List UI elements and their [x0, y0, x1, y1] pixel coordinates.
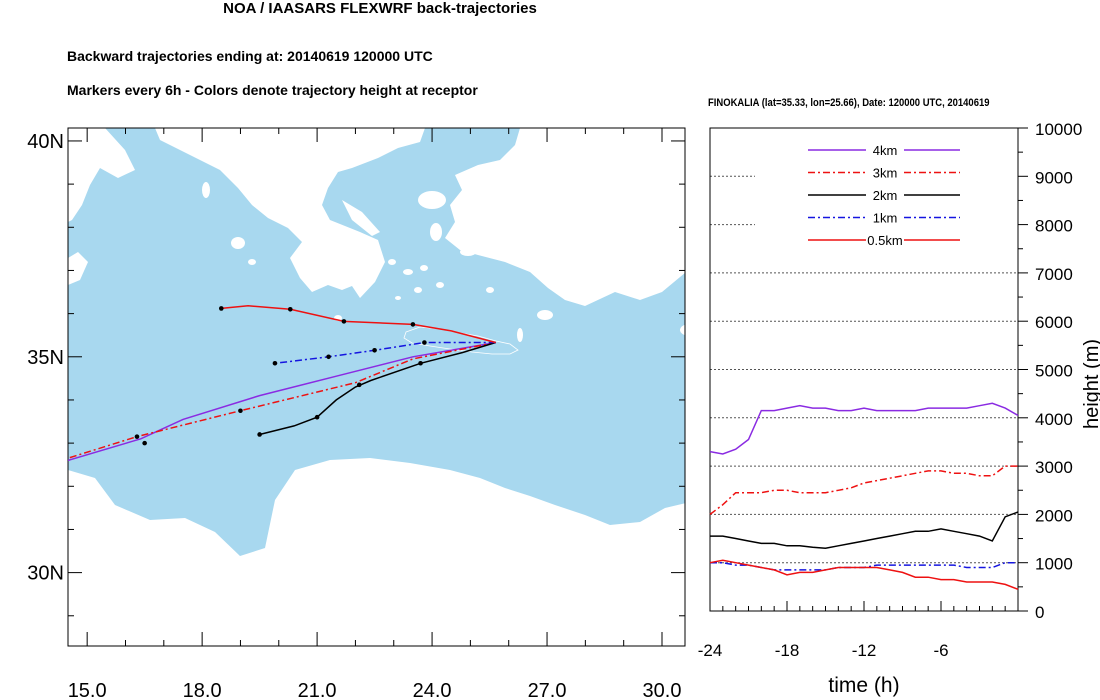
legend-label: 4km	[873, 143, 898, 158]
map-marker	[287, 307, 293, 312]
land-dodecanese-1	[486, 287, 494, 293]
land-greece	[155, 128, 425, 298]
land-evia	[342, 200, 380, 236]
profile-ytick-label: 10000	[1035, 120, 1082, 139]
map-trajectory-2km	[259, 341, 496, 436]
profile-series-4km	[709, 402, 1019, 455]
land-cyclades-2	[403, 269, 413, 275]
profile-ytick-label: 8000	[1035, 217, 1073, 236]
map-xtick-label: 18.0	[183, 680, 222, 700]
map-marker	[257, 432, 262, 437]
map-frame	[67, 127, 686, 647]
map-trajectory-3km	[68, 341, 496, 459]
map-marker	[272, 360, 278, 366]
map-marker	[418, 360, 423, 366]
map-xtick-label: 30.0	[643, 680, 682, 700]
profile-series-0.5km	[709, 559, 1019, 591]
land-zakynthos	[248, 259, 256, 265]
profile-ytick-label: 7000	[1035, 265, 1073, 284]
legend-label: 3km	[873, 166, 898, 181]
profile-ytick-label: 9000	[1035, 168, 1073, 187]
map-marker	[326, 354, 331, 360]
map-ytick-label: 35N	[27, 347, 64, 369]
subtitle-markers-info: Markers every 6h - Colors denote traject…	[67, 82, 478, 98]
profile-ytick-label: 3000	[1035, 458, 1073, 477]
map-marker	[372, 348, 377, 353]
map-marker	[356, 382, 362, 388]
land-rhodes	[537, 310, 553, 320]
profile-ylabel: height (m)	[1081, 339, 1100, 429]
profile-series-3km	[709, 465, 1018, 515]
land-corfu	[202, 182, 210, 198]
profile-ytick-label: 4000	[1035, 410, 1073, 429]
subtitle-ending-time: Backward trajectories ending at: 2014061…	[67, 48, 433, 64]
land-karpathos	[517, 328, 523, 342]
map-ytick-label: 30N	[27, 563, 64, 585]
map-trajectory-4km	[68, 341, 496, 462]
profile-series-2km	[710, 511, 1019, 549]
land-italy	[68, 128, 135, 222]
map-marker	[238, 408, 243, 414]
map-marker	[218, 306, 224, 311]
land-lesbos	[418, 191, 446, 209]
map-xtick-label: 27.0	[528, 680, 567, 700]
profile-xtick-label: -6	[933, 641, 948, 660]
land-cyclades-1	[388, 259, 396, 265]
profile-xtick-label: -12	[852, 641, 877, 660]
land-kefalonia	[231, 237, 245, 249]
land-sicily	[68, 252, 88, 285]
profile-ytick-label: 2000	[1035, 506, 1073, 525]
land-cyclades-3	[420, 265, 428, 271]
land-cyprus	[680, 324, 685, 336]
land-cyclades-4	[414, 287, 422, 293]
map-marker	[134, 434, 140, 439]
map-xtick-label: 24.0	[413, 680, 452, 700]
map-marker	[142, 440, 147, 446]
map-marker	[422, 340, 427, 345]
profile-ytick-label: 5000	[1035, 362, 1073, 381]
map-xtick-label: 21.0	[298, 680, 337, 700]
land-africa	[68, 458, 685, 646]
map-xtick-label: 15.0	[68, 680, 107, 700]
map-marker	[341, 319, 347, 324]
map-marker	[314, 414, 320, 420]
profile-ytick-label: 0	[1035, 603, 1044, 622]
land-samos	[460, 248, 476, 256]
legend-label: 2km	[873, 188, 898, 203]
profile-ytick-label: 1000	[1035, 555, 1073, 574]
legend-label: 0.5km	[867, 233, 902, 248]
land-chios	[430, 223, 442, 241]
map-marker	[410, 322, 416, 327]
profile-title: FINOKALIA (lat=35.33, lon=25.66), Date: …	[708, 97, 990, 109]
land-anatolia	[445, 128, 685, 306]
map-ytick-label: 40N	[27, 131, 64, 153]
profile-ytick-label: 6000	[1035, 313, 1073, 332]
profile-xlabel: time (h)	[828, 674, 899, 697]
main-title: NOA / IAASARS FLEXWRF back-trajectories	[223, 0, 537, 17]
profile-xtick-label: -24	[698, 641, 723, 660]
legend-label: 1km	[873, 211, 898, 226]
profile-xtick-label: -18	[775, 641, 800, 660]
land-cyclades-5	[436, 282, 444, 288]
land-cyclades-6	[395, 296, 401, 300]
